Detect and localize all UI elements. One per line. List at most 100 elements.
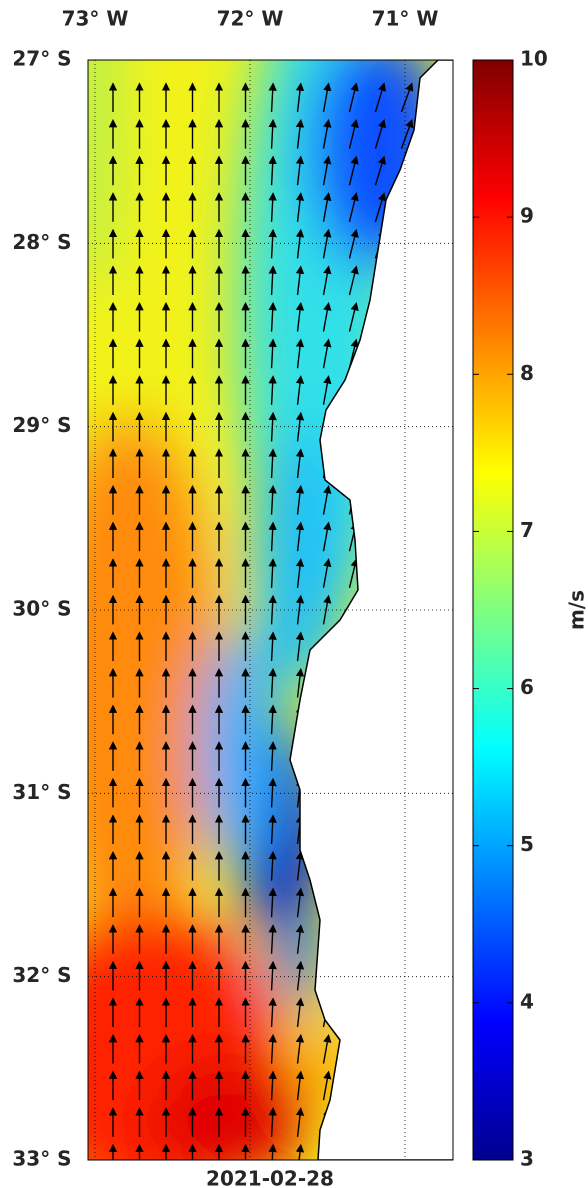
wind-arrow <box>295 411 305 442</box>
wind-arrow <box>295 1070 305 1101</box>
wind-arrow <box>322 558 332 588</box>
lat-tick-label: 32° S <box>12 963 71 987</box>
wind-arrow <box>374 118 387 149</box>
wind-arrow <box>322 375 332 405</box>
wind-arrow <box>295 997 305 1028</box>
wind-arrow <box>295 1143 305 1160</box>
wind-arrow <box>295 228 305 259</box>
wind-arrow <box>400 119 414 149</box>
wind-arrow <box>295 521 305 552</box>
colorbar <box>472 59 514 1161</box>
colorbar-tick-label: 5 <box>520 832 534 856</box>
wind-arrow <box>348 192 359 222</box>
wind-arrow <box>268 594 277 625</box>
colorbar-tick-label: 10 <box>520 47 548 71</box>
wind-arrow <box>268 997 277 1028</box>
wind-arrow <box>322 594 332 625</box>
wind-arrow <box>295 448 305 479</box>
wind-arrow <box>268 850 277 881</box>
wind-arrow <box>295 301 305 332</box>
wind-arrow <box>322 521 332 552</box>
wind-arrow <box>348 82 359 113</box>
lat-tick-label: 33° S <box>12 1147 71 1171</box>
colorbar-tick-label: 8 <box>520 361 534 385</box>
wind-field <box>88 60 453 1160</box>
wind-arrow <box>322 1070 332 1101</box>
wind-arrow <box>322 265 332 296</box>
wind-arrow <box>268 338 277 369</box>
wind-arrow <box>295 1033 305 1064</box>
wind-arrow <box>295 667 305 698</box>
wind-arrow <box>268 82 277 113</box>
wind-arrow <box>268 558 277 588</box>
wind-arrow <box>268 887 277 918</box>
wind-arrow <box>374 192 387 223</box>
wind-arrow <box>268 741 277 771</box>
lat-tick-label: 31° S <box>12 780 71 804</box>
land <box>289 60 453 1160</box>
colorbar-tick-label: 3 <box>520 1147 534 1171</box>
graticule <box>88 60 453 1160</box>
wind-arrow <box>295 850 305 881</box>
wind-arrow <box>348 265 359 296</box>
wind-arrow <box>295 924 305 954</box>
colorbar-tick-label: 6 <box>520 675 534 699</box>
wind-arrow <box>348 301 359 332</box>
wind-arrow <box>295 155 305 186</box>
wind-arrow <box>268 1070 277 1101</box>
lon-tick-label: 73° W <box>62 7 129 31</box>
wind-arrow <box>295 558 305 588</box>
wind-arrow <box>322 301 332 332</box>
wind-arrow <box>268 265 277 296</box>
colorbar-tick-label: 9 <box>520 204 534 228</box>
wind-arrow <box>268 521 277 552</box>
wind-arrow <box>268 704 277 735</box>
wind-arrow <box>268 118 277 149</box>
wind-arrow <box>268 192 277 222</box>
wind-arrow <box>295 887 305 918</box>
wind-arrow <box>295 631 305 662</box>
wind-arrow <box>348 228 359 259</box>
lon-tick-label: 71° W <box>372 7 439 31</box>
wind-arrow <box>295 265 305 296</box>
wind-arrow <box>348 558 359 588</box>
wind-arrow <box>295 338 305 369</box>
wind-arrow <box>374 82 387 113</box>
lat-tick-label: 29° S <box>12 413 71 437</box>
date-label: 2021-02-28 <box>206 1167 334 1188</box>
wind-arrow <box>268 924 277 954</box>
wind-arrow <box>295 82 305 113</box>
wind-arrow <box>322 155 332 186</box>
wind-arrow <box>322 484 332 515</box>
wind-arrow <box>268 448 277 479</box>
wind-arrow <box>322 338 332 369</box>
lat-tick-label: 28° S <box>12 230 71 254</box>
wind-arrow <box>322 192 332 222</box>
wind-arrow <box>268 155 277 186</box>
wind-arrow <box>322 1033 332 1064</box>
colorbar-tick-label: 4 <box>520 989 534 1013</box>
wind-arrow <box>268 1107 277 1137</box>
wind-arrow <box>268 1143 277 1160</box>
colorbar-tick-label: 7 <box>520 518 534 542</box>
wind-arrow <box>322 118 332 149</box>
wind-arrow <box>295 192 305 222</box>
wind-arrow <box>268 1033 277 1064</box>
wind-arrow <box>295 484 305 515</box>
wind-arrow <box>295 1107 305 1137</box>
lat-tick-label: 30° S <box>12 597 71 621</box>
wind-arrow <box>322 228 332 259</box>
wind-arrow <box>295 375 305 405</box>
wind-arrow <box>268 484 277 515</box>
lat-tick-label: 27° S <box>12 47 71 71</box>
wind-arrow <box>374 155 387 186</box>
wind-arrow <box>268 814 277 845</box>
wind-arrow <box>268 375 277 405</box>
wind-arrow <box>295 118 305 149</box>
wind-arrow <box>268 411 277 442</box>
wind-arrow <box>268 301 277 332</box>
wind-arrow <box>295 594 305 625</box>
wind-arrow <box>348 118 359 149</box>
wind-arrow <box>268 631 277 662</box>
